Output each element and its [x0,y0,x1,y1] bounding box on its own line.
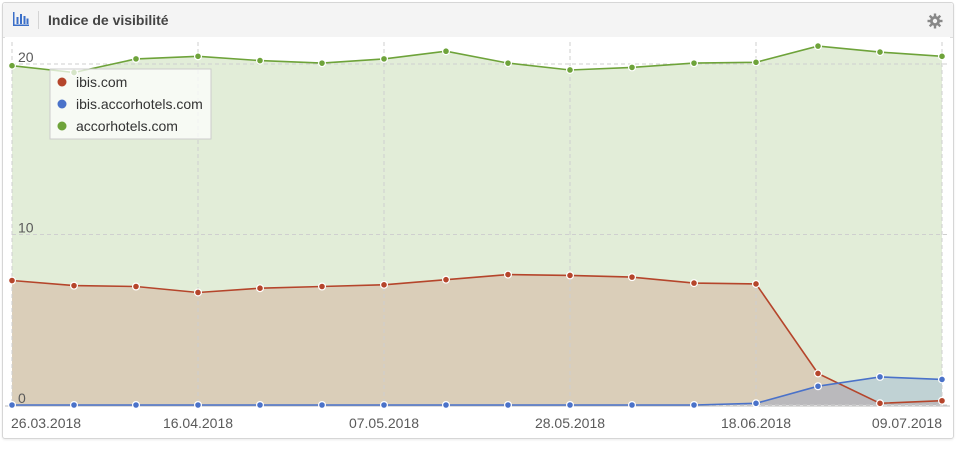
data-point-ibis-accorhotels-com[interactable] [380,401,389,410]
data-point-ibis-com[interactable] [937,396,946,405]
data-point-accorhotels-com[interactable] [380,54,389,63]
area-ibis-com [12,274,942,405]
legend-box [49,68,212,140]
data-point-accorhotels-com[interactable] [318,59,327,68]
data-point-ibis-com[interactable] [380,280,389,289]
data-point-ibis-accorhotels-com[interactable] [627,401,636,410]
x-tick-label: 28.05.2018 [535,415,605,431]
x-tick-label: 07.05.2018 [349,415,419,431]
data-point-ibis-com[interactable] [504,270,513,279]
data-point-ibis-com[interactable] [318,282,327,291]
x-tick-label: 26.03.2018 [11,415,81,431]
data-point-ibis-accorhotels-com[interactable] [751,399,760,408]
series-line-accorhotels-com [11,45,943,74]
series-line-ibis-accorhotels-com [12,376,943,406]
data-point-ibis-accorhotels-com[interactable] [565,401,574,410]
header-separator [38,11,39,29]
data-point-ibis-accorhotels-com[interactable] [8,401,17,410]
legend-swatch[interactable] [57,99,67,109]
x-tick-label: 18.06.2018 [721,415,791,431]
data-point-accorhotels-com[interactable] [813,42,822,51]
y-tick-label-0: 0 [18,390,26,406]
data-point-ibis-accorhotels-com[interactable] [69,401,78,410]
legend-label[interactable]: ibis.accorhotels.com [76,96,203,112]
data-point-ibis-accorhotels-com[interactable] [256,401,265,410]
data-point-ibis-accorhotels-com[interactable] [504,401,513,410]
data-point-accorhotels-com[interactable] [937,52,946,61]
data-point-accorhotels-com[interactable] [194,52,203,61]
data-point-ibis-accorhotels-com[interactable] [442,401,451,410]
series-line-ibis-com [11,273,943,405]
data-point-ibis-com[interactable] [875,399,884,408]
data-point-accorhotels-com[interactable] [875,48,884,57]
area-ibis-accorhotels-com [12,376,942,405]
data-point-ibis-com[interactable] [132,282,141,291]
bar-chart-icon[interactable] [13,12,29,26]
data-point-ibis-accorhotels-com[interactable] [875,372,884,381]
gear-icon[interactable] [927,13,943,29]
data-point-ibis-com[interactable] [627,273,636,282]
panel-header: Indice de visibilité [3,3,953,38]
data-point-ibis-com[interactable] [69,281,78,290]
data-point-ibis-com[interactable] [256,284,265,293]
data-point-accorhotels-com[interactable] [8,61,17,70]
data-point-ibis-com[interactable] [442,275,451,284]
y-tick-label-10: 10 [18,220,34,236]
legend-label[interactable]: accorhotels.com [76,118,178,134]
data-point-ibis-com[interactable] [8,276,17,285]
data-point-accorhotels-com[interactable] [504,59,513,68]
data-point-accorhotels-com[interactable] [132,54,141,63]
x-tick-label: 09.07.2018 [872,415,942,431]
data-point-ibis-accorhotels-com[interactable] [813,382,822,391]
data-point-ibis-com[interactable] [813,369,822,378]
legend-swatch[interactable] [57,121,67,131]
data-point-accorhotels-com[interactable] [689,59,698,68]
data-point-ibis-com[interactable] [565,271,574,280]
data-point-ibis-com[interactable] [194,288,203,297]
data-point-accorhotels-com[interactable] [565,65,574,74]
legend-label[interactable]: ibis.com [76,74,127,90]
data-point-ibis-accorhotels-com[interactable] [194,401,203,410]
data-point-ibis-com[interactable] [689,279,698,288]
y-tick-label-20: 20 [18,49,34,65]
data-point-ibis-accorhotels-com[interactable] [132,401,141,410]
data-point-ibis-accorhotels-com[interactable] [318,401,327,410]
data-point-accorhotels-com[interactable] [627,63,636,72]
data-point-accorhotels-com[interactable] [442,47,451,56]
panel-title: Indice de visibilité [48,12,169,28]
x-tick-label: 16.04.2018 [163,415,233,431]
data-point-accorhotels-com[interactable] [256,56,265,65]
data-point-accorhotels-com[interactable] [751,58,760,67]
legend-swatch[interactable] [57,77,67,87]
data-point-ibis-accorhotels-com[interactable] [937,375,946,384]
data-point-ibis-com[interactable] [751,279,760,288]
data-point-ibis-accorhotels-com[interactable] [689,401,698,410]
area-accorhotels-com [12,46,942,405]
